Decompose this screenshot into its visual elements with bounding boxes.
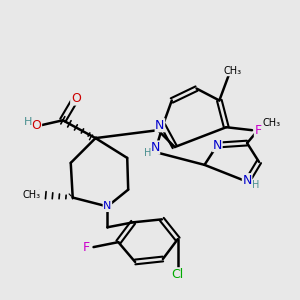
- Text: N: N: [103, 202, 112, 212]
- Text: H: H: [144, 148, 151, 158]
- Text: N: N: [242, 174, 252, 187]
- Text: N: N: [155, 119, 165, 132]
- Text: F: F: [254, 124, 262, 137]
- Text: CH₃: CH₃: [22, 190, 41, 200]
- Text: CH₃: CH₃: [223, 66, 241, 76]
- Text: O: O: [32, 119, 41, 132]
- Text: O: O: [71, 92, 81, 105]
- Text: F: F: [82, 241, 90, 254]
- Text: Cl: Cl: [172, 268, 184, 281]
- Text: H: H: [252, 180, 260, 190]
- Text: N: N: [213, 139, 222, 152]
- Text: CH₃: CH₃: [262, 118, 280, 128]
- Text: N: N: [150, 141, 160, 154]
- Text: H: H: [23, 117, 32, 127]
